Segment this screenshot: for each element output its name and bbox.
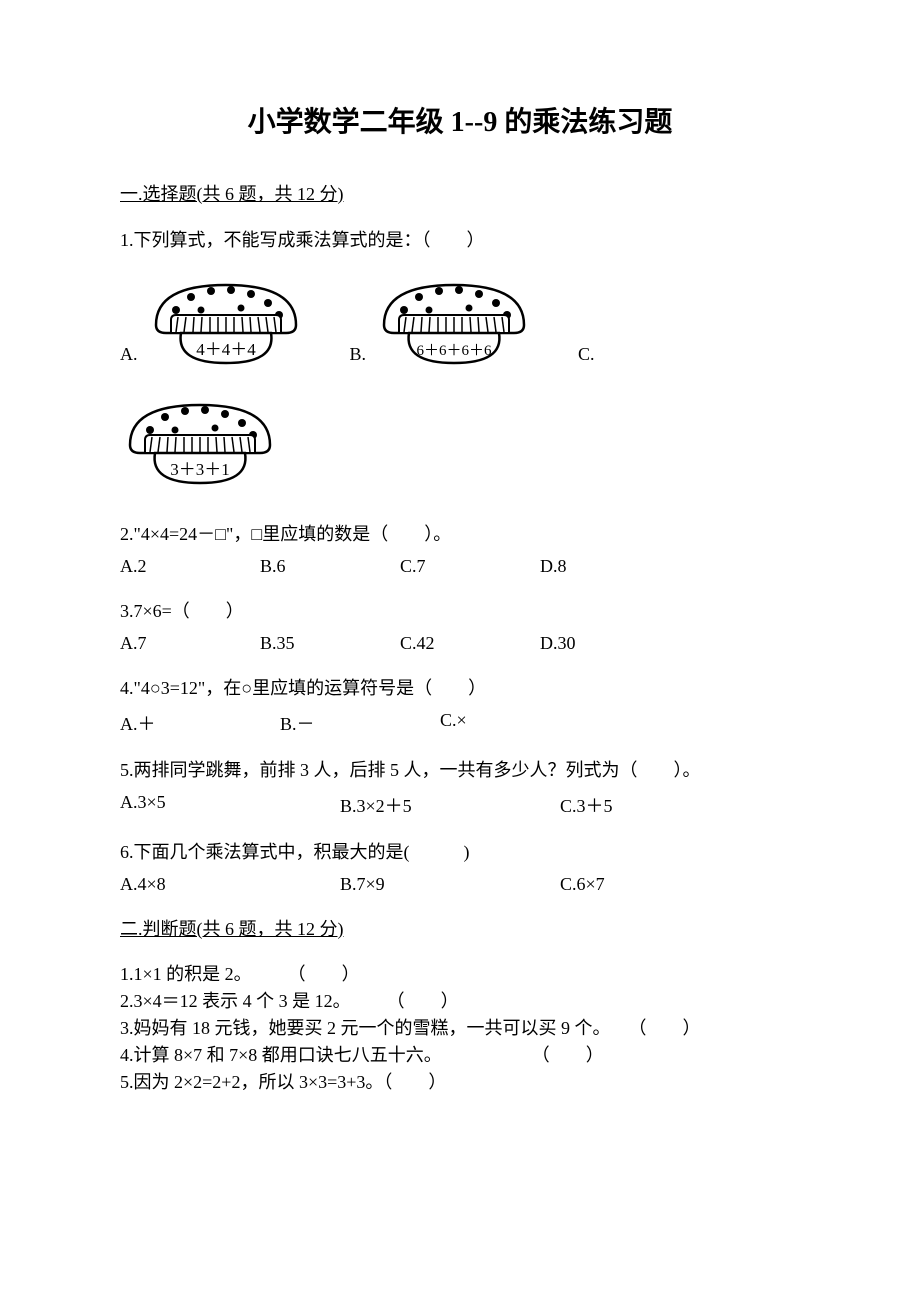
option-3a: A.7 (120, 633, 260, 654)
section-2-header: 二.判断题(共 6 题，共 12 分) (120, 915, 800, 941)
tf-item-5: 5.因为 2×2=2+2，所以 3×3=3+3。（ ） (120, 1069, 800, 1096)
question-5-options: A.3×5 B.3×2＋5 C.3＋5 (120, 792, 800, 818)
option-5b: B.3×2＋5 (340, 792, 560, 818)
question-4-options: A.＋ B.－ C.× (120, 710, 800, 736)
mushroom-expression-a: 4＋4＋4 (196, 340, 256, 359)
tf-item-2: 2.3×4＝12 表示 4 个 3 是 12。 （ ） (120, 988, 800, 1015)
question-6-options: A.4×8 B.7×9 C.6×7 (120, 874, 800, 895)
mushroom-icon: 6＋6＋6＋6 (374, 275, 534, 365)
mushroom-icon: 3＋3＋1 (120, 395, 280, 485)
question-1-options-row1: A. (120, 275, 800, 385)
option-3c: C.42 (400, 633, 540, 654)
option-4c: C.× (440, 710, 600, 736)
question-3-text: 3.7×6=（ ） (120, 597, 800, 623)
mushroom-expression-b: 6＋6＋6＋6 (417, 343, 493, 359)
option-1a: A. (120, 275, 306, 365)
option-2a: A.2 (120, 556, 260, 577)
option-4b: B.－ (280, 710, 440, 736)
option-3d: D.30 (540, 633, 680, 654)
option-5c: C.3＋5 (560, 792, 780, 818)
option-6a: A.4×8 (120, 874, 340, 895)
option-6c: C.6×7 (560, 874, 780, 895)
option-1b: B. (350, 275, 535, 365)
question-6-text: 6.下面几个乘法算式中，积最大的是( ) (120, 838, 800, 864)
page-title: 小学数学二年级 1--9 的乘法练习题 (120, 100, 800, 140)
option-6b: B.7×9 (340, 874, 560, 895)
mushroom-expression-c: 3＋3＋1 (170, 460, 230, 479)
option-1b-label: B. (350, 344, 367, 365)
option-2b: B.6 (260, 556, 400, 577)
option-1a-label: A. (120, 344, 138, 365)
option-2c: C.7 (400, 556, 540, 577)
question-5-text: 5.两排同学跳舞，前排 3 人，后排 5 人，一共有多少人？列式为（ ）。 (120, 756, 800, 782)
tf-item-4: 4.计算 8×7 和 7×8 都用口诀七八五十六。 （ ） (120, 1042, 800, 1069)
question-3-options: A.7 B.35 C.42 D.30 (120, 633, 800, 654)
question-1-options-row2: 3＋3＋1 (120, 395, 800, 490)
tf-item-1: 1.1×1 的积是 2。 （ ） (120, 961, 800, 988)
question-1-text: 1.下列算式，不能写成乘法算式的是：（ ） (120, 226, 800, 255)
option-5a: A.3×5 (120, 792, 340, 818)
option-1c-label: C. (578, 344, 595, 364)
question-2-text: 2."4×4=24－□"，□里应填的数是（ ）。 (120, 520, 800, 546)
question-2-options: A.2 B.6 C.7 D.8 (120, 556, 800, 577)
mushroom-icon: 4＋4＋4 (146, 275, 306, 365)
option-4a: A.＋ (120, 710, 280, 736)
option-3b: B.35 (260, 633, 400, 654)
section-1-header: 一.选择题(共 6 题，共 12 分) (120, 180, 800, 206)
option-2d: D.8 (540, 556, 680, 577)
tf-item-3: 3.妈妈有 18 元钱，她要买 2 元一个的雪糕，一共可以买 9 个。 （ ） (120, 1015, 800, 1042)
question-4-text: 4."4○3=12"，在○里应填的运算符号是（ ） (120, 674, 800, 700)
question-1: 1.下列算式，不能写成乘法算式的是：（ ） (120, 226, 800, 255)
